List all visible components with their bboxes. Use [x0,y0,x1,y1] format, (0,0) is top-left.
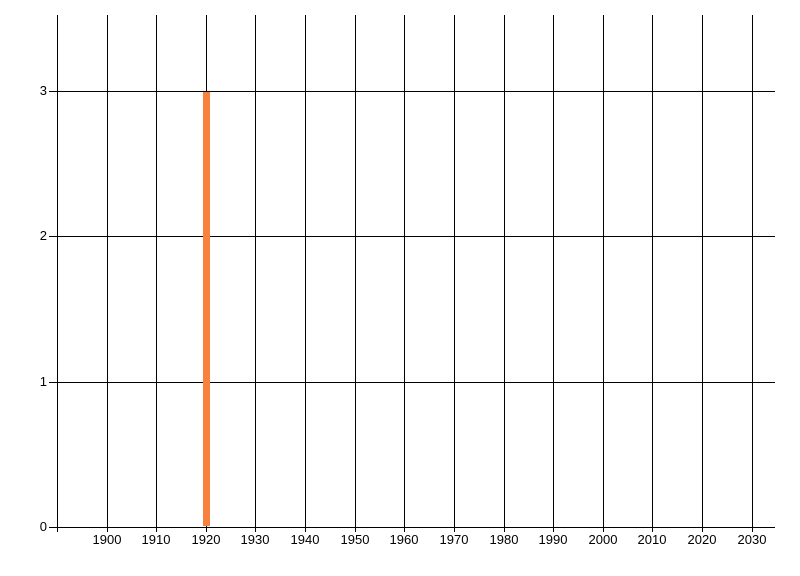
v-gridline [403,15,405,532]
y-tick-label: 2 [39,228,47,243]
x-tick-label: 1940 [290,532,320,547]
x-tick-label: 1950 [340,532,370,547]
x-tick-label: 1910 [141,532,171,547]
bar [203,92,210,526]
v-gridline [453,15,455,532]
v-gridline [701,15,703,532]
x-tick-label: 1900 [92,532,122,547]
v-gridline [304,15,306,532]
h-gridline [49,381,775,383]
h-gridline [49,526,775,528]
h-gridline [49,235,775,237]
v-gridline [503,15,505,532]
y-tick-label: 3 [39,83,47,98]
v-gridline [56,15,58,532]
x-tick-label: 1990 [538,532,568,547]
x-tick-label: 1970 [439,532,469,547]
v-gridline [602,15,604,532]
y-tick-label: 0 [39,519,47,534]
v-gridline [651,15,653,532]
x-tick-label: 1930 [240,532,270,547]
v-gridline [751,15,753,532]
x-tick-label: 2020 [687,532,717,547]
x-tick-label: 1960 [389,532,419,547]
x-tick-label: 1920 [191,532,221,547]
x-tick-label: 2030 [737,532,767,547]
v-gridline [552,15,554,532]
x-tick-label: 2010 [637,532,667,547]
x-tick-label: 2000 [588,532,618,547]
h-gridline [49,90,775,92]
v-gridline [106,15,108,532]
v-gridline [155,15,157,532]
y-tick-label: 1 [39,374,47,389]
x-tick-label: 1980 [489,532,519,547]
v-gridline [254,15,256,532]
v-gridline [354,15,356,532]
